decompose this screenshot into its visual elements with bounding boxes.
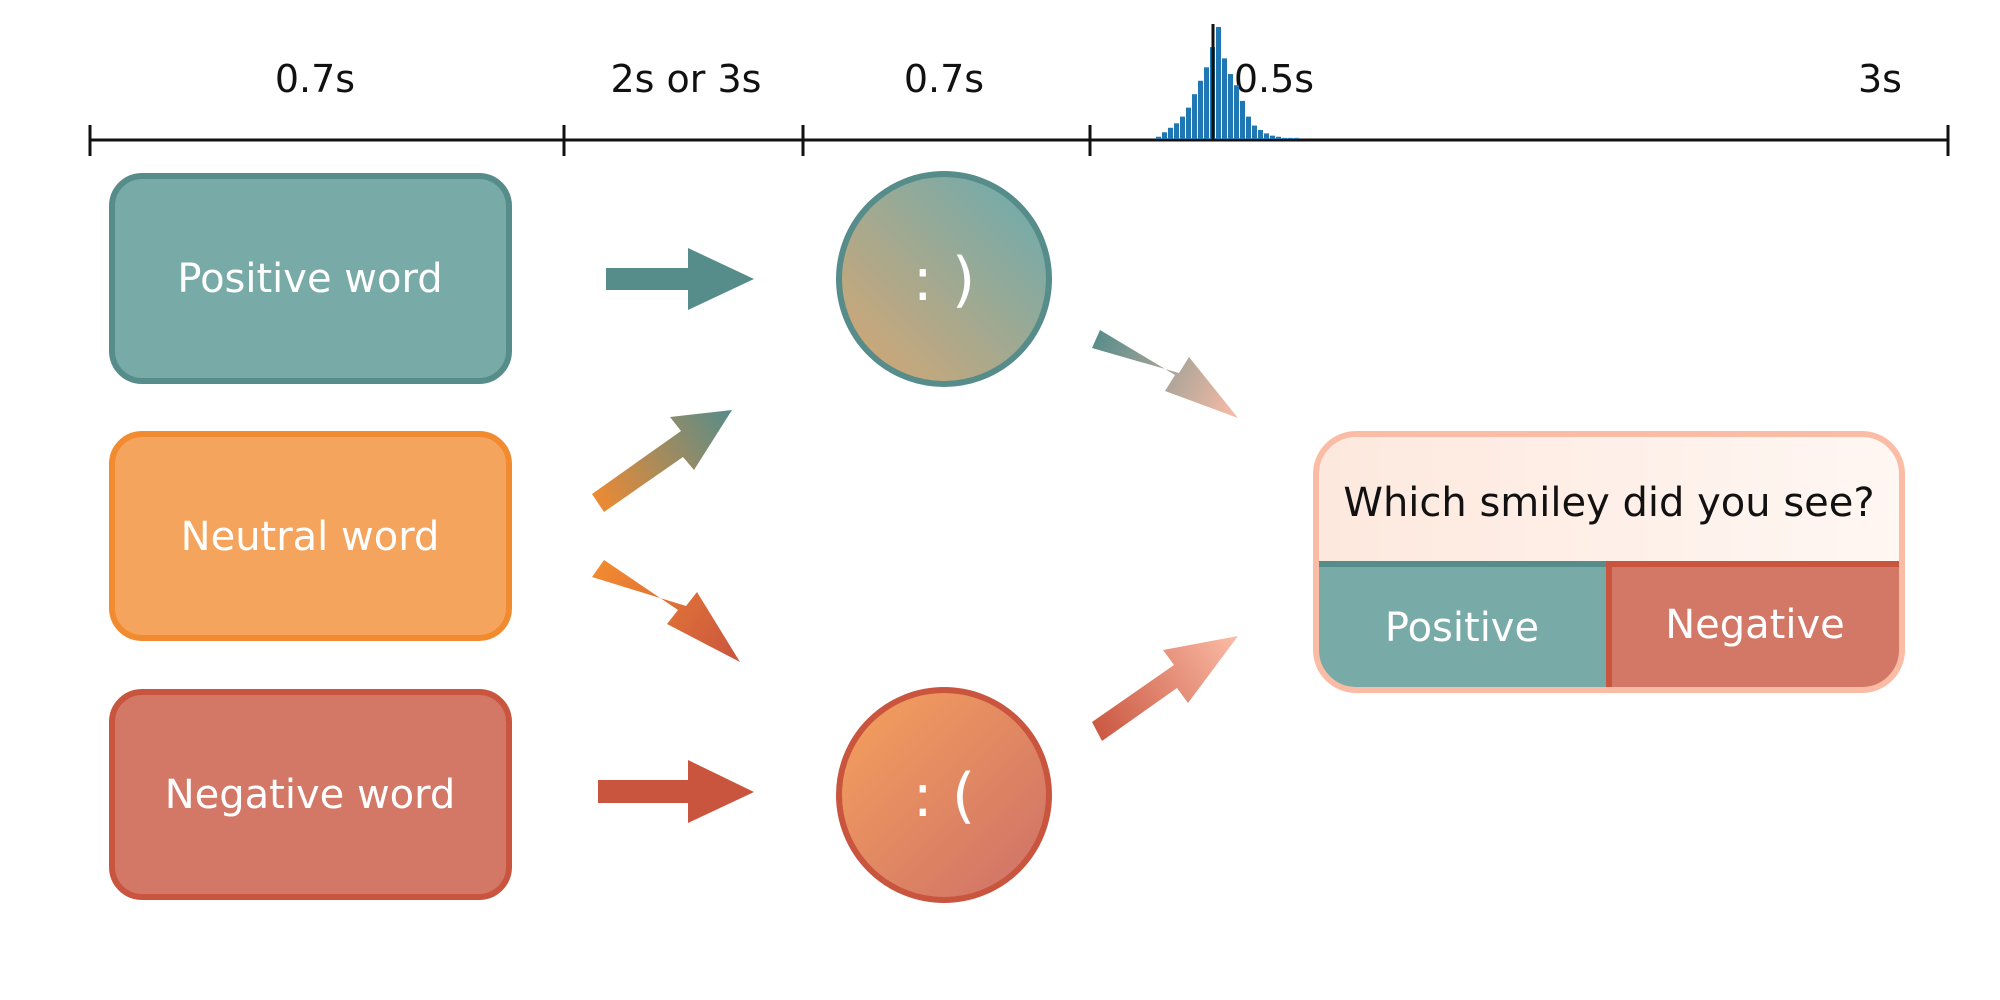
histogram-bar [1180,116,1185,139]
duration-label-delay: 0.5s [1234,57,1314,101]
histogram-bar [1222,58,1227,139]
response-button-positive[interactable] [1316,561,1612,690]
response-button-negative[interactable] [1606,561,1902,690]
arrow-neutral-to-sad [592,560,740,662]
word-label-positive: Positive word [177,256,442,302]
word-box-negative: Negative word [109,689,512,900]
smiley-sad-face: : ( [913,761,976,831]
arrow-positive-to-happy [606,248,754,310]
histogram-bar [1174,123,1179,139]
word-label-negative: Negative word [165,772,456,818]
histogram-bar [1264,133,1269,139]
word-box-neutral: Neutral word [109,431,512,641]
histogram-bar [1240,100,1245,139]
histogram-bar [1156,136,1161,139]
word-box-positive: Positive word [109,173,512,384]
histogram-bar [1186,107,1191,139]
duration-label-interval: 2s or 3s [611,57,762,101]
histogram-bar [1204,67,1209,139]
histogram-bar [1162,132,1167,139]
smiley-sad: : ( [836,687,1052,903]
word-label-neutral: Neutral word [181,514,440,560]
histogram-bar [1198,80,1203,139]
arrow-happy-to-question [1092,330,1238,418]
histogram-bar [1168,127,1173,139]
arrow-negative-to-sad [598,760,754,823]
duration-label-response: 3s [1858,57,1902,101]
arrow-sad-to-question [1092,636,1238,741]
histogram-bar [1282,137,1287,139]
response-label-positive: Positive [1385,605,1539,651]
histogram-bar [1216,27,1221,139]
histogram-bar [1276,136,1281,139]
arrow-neutral-to-happy [592,410,732,512]
histogram-bar [1192,94,1197,139]
histogram-bar [1234,85,1239,139]
smiley-happy: : ) [836,171,1052,387]
duration-label-word: 0.7s [275,57,355,101]
histogram-bar [1288,137,1293,139]
histogram-bar [1270,135,1275,139]
histogram-bar [1294,137,1299,139]
histogram-bar [1246,116,1251,139]
timeline: 0.7s 2s or 3s 0.7s 0.5s 3s [88,24,1950,156]
histogram-bar [1252,125,1257,139]
question-panel: Which smiley did you see? Positive Negat… [1313,431,1905,693]
histogram-bar [1258,130,1263,139]
smiley-happy-face: : ) [913,245,976,315]
histogram-bar [1228,74,1233,139]
question-prompt: Which smiley did you see? [1343,480,1874,526]
duration-label-smiley: 0.7s [904,57,984,101]
response-label-negative: Negative [1665,602,1845,648]
